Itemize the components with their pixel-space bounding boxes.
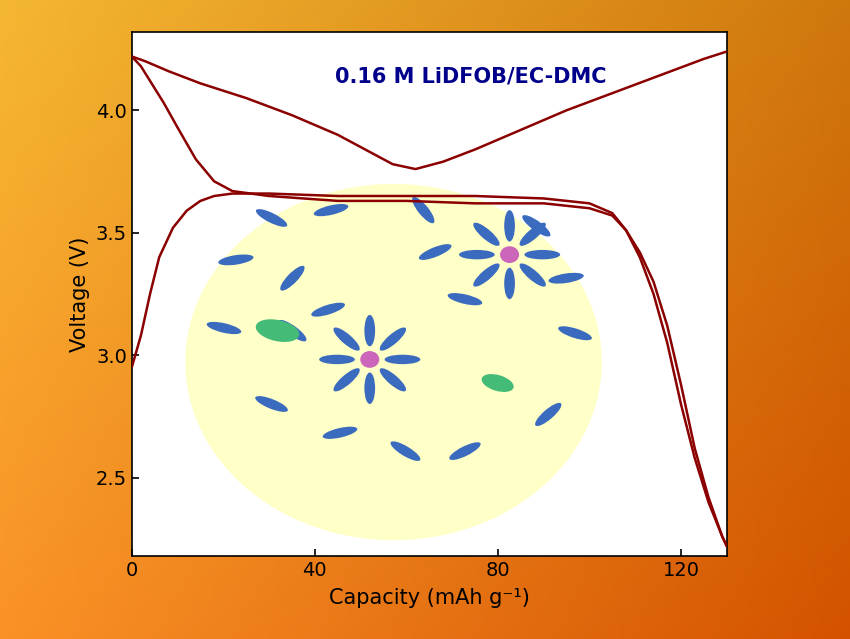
Ellipse shape — [473, 263, 500, 287]
Ellipse shape — [548, 273, 584, 284]
Ellipse shape — [319, 355, 355, 364]
Ellipse shape — [384, 355, 420, 364]
Ellipse shape — [207, 322, 241, 334]
Circle shape — [500, 246, 519, 263]
Ellipse shape — [448, 293, 482, 305]
Ellipse shape — [390, 442, 421, 461]
Ellipse shape — [482, 374, 513, 392]
Ellipse shape — [473, 222, 500, 246]
Ellipse shape — [365, 315, 375, 346]
Ellipse shape — [504, 210, 515, 242]
Ellipse shape — [524, 250, 560, 259]
Ellipse shape — [323, 427, 357, 439]
Ellipse shape — [419, 244, 451, 260]
Ellipse shape — [256, 209, 287, 227]
Ellipse shape — [333, 368, 360, 392]
Circle shape — [360, 351, 379, 368]
X-axis label: Capacity (mAh g⁻¹): Capacity (mAh g⁻¹) — [329, 588, 530, 608]
Ellipse shape — [256, 320, 299, 342]
Ellipse shape — [504, 268, 515, 299]
Ellipse shape — [218, 254, 253, 265]
Ellipse shape — [278, 320, 307, 341]
Ellipse shape — [380, 327, 406, 351]
Ellipse shape — [459, 250, 495, 259]
Ellipse shape — [311, 303, 345, 317]
Y-axis label: Voltage (V): Voltage (V) — [71, 236, 90, 351]
Text: 0.16 M LiDFOB/EC-DMC: 0.16 M LiDFOB/EC-DMC — [335, 66, 607, 86]
Ellipse shape — [333, 327, 360, 351]
Ellipse shape — [255, 396, 288, 412]
Ellipse shape — [185, 184, 602, 540]
Ellipse shape — [365, 373, 375, 404]
Ellipse shape — [380, 368, 406, 392]
Ellipse shape — [280, 266, 304, 291]
Ellipse shape — [519, 263, 546, 287]
Ellipse shape — [558, 327, 592, 340]
Ellipse shape — [519, 222, 546, 246]
Ellipse shape — [535, 403, 562, 426]
Ellipse shape — [412, 197, 434, 223]
Ellipse shape — [314, 204, 348, 216]
Ellipse shape — [450, 442, 480, 460]
Ellipse shape — [522, 215, 551, 236]
